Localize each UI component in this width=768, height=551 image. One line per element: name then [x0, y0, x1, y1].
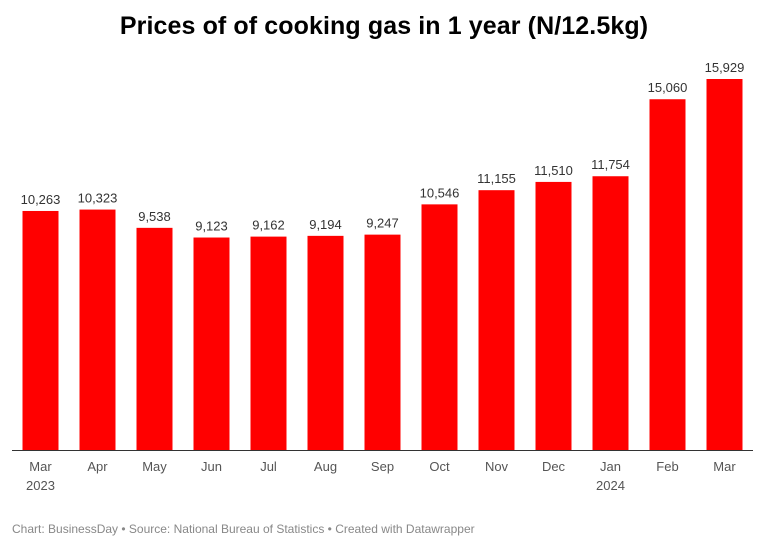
bar-0 [22, 210, 59, 450]
bar-12 [706, 79, 743, 450]
bar-value-label-0: 10,263 [21, 192, 61, 207]
chart-footer: Chart: BusinessDay • Source: National Bu… [12, 522, 475, 536]
x-tick-year-label-10: 2024 [596, 478, 625, 493]
bar-value-label-5: 9,194 [309, 217, 342, 232]
bar-1 [79, 209, 116, 450]
bar-value-label-8: 11,155 [477, 171, 516, 186]
chart-title: Prices of of cooking gas in 1 year (N/12… [119, 12, 649, 40]
x-tick-label-12: Mar [713, 459, 736, 474]
bars-group [22, 79, 743, 451]
x-tick-labels-group: Mar 2023 Apr May Jun Jul Aug Sep Oct Nov Dec Jan 202… [26, 459, 736, 493]
bar-7 [421, 204, 458, 450]
bar-11 [649, 99, 686, 451]
x-tick-label-7: Oct [429, 459, 450, 474]
bar-5 [307, 235, 344, 450]
x-tick-label-6: Sep [371, 459, 394, 474]
value-labels-group: 10,263 10,323 9,538 9,123 9,162 9,194 9,247 10,… [21, 60, 745, 234]
x-tick-label-0: Mar [29, 459, 52, 474]
bar-value-label-11: 15,060 [648, 80, 688, 95]
bar-6 [364, 234, 401, 450]
x-tick-label-2: May [142, 459, 167, 474]
bar-value-label-7: 10,546 [420, 185, 460, 200]
bar-3 [193, 237, 230, 450]
bar-value-label-4: 9,162 [252, 218, 285, 233]
x-tick-label-8: Nov [485, 459, 509, 474]
bar-value-label-12: 15,929 [705, 60, 745, 75]
bar-value-label-9: 11,510 [534, 163, 573, 178]
bar-10 [592, 176, 629, 451]
bar-value-label-3: 9,123 [195, 219, 228, 234]
x-tick-label-11: Feb [656, 459, 678, 474]
x-tick-label-9: Dec [542, 459, 566, 474]
bar-value-label-6: 9,247 [366, 216, 399, 231]
bar-value-label-2: 9,538 [138, 209, 171, 224]
x-tick-label-1: Apr [87, 459, 108, 474]
x-tick-label-5: Aug [314, 459, 337, 474]
x-tick-label-4: Jul [260, 459, 277, 474]
bar-9 [535, 181, 572, 451]
bar-4 [250, 236, 287, 450]
x-tick-year-label-0: 2023 [26, 478, 55, 493]
x-tick-label-3: Jun [201, 459, 222, 474]
bar-value-label-10: 11,754 [591, 157, 630, 172]
x-tick-label-10: Jan [600, 459, 621, 474]
bar-2 [136, 227, 173, 450]
bar-8 [478, 190, 515, 450]
bar-value-label-1: 10,323 [78, 191, 118, 206]
